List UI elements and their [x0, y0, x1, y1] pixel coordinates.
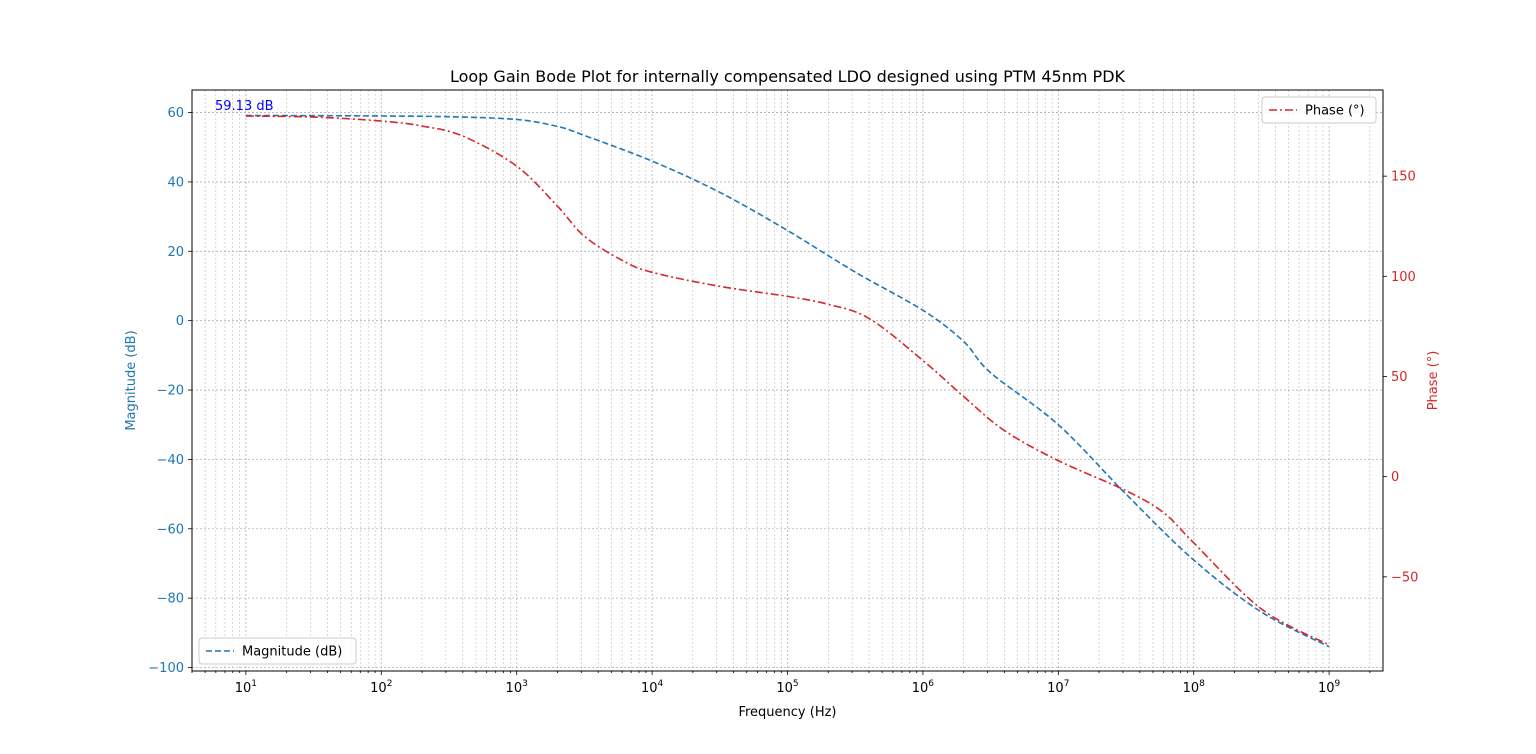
- y-left-tick-label: 0: [176, 314, 184, 329]
- legend-box: [198, 637, 357, 665]
- y-left-tick-label: 20: [167, 245, 184, 260]
- x-axis-label: Frequency (Hz): [738, 705, 836, 720]
- x-tick-label: 102: [370, 679, 392, 696]
- x-tick-label: 108: [1183, 679, 1206, 696]
- x-tick-label: 109: [1318, 679, 1341, 696]
- y-left-tick-label: −100: [148, 661, 184, 676]
- legend-box: [1261, 96, 1377, 124]
- axis-ticks: 101 102 103 104 105 106 107 108 109 −100 −80 −60 −40…: [148, 106, 1418, 696]
- data-series: [245, 114, 1330, 648]
- x-tick-label: 104: [641, 679, 664, 696]
- y-left-tick-label: 60: [167, 106, 184, 121]
- x-tick-label: 107: [1047, 679, 1069, 696]
- legend-magnitude: Magnitude (dB): [198, 637, 357, 665]
- y-right-tick-label: 100: [1391, 270, 1416, 285]
- legend-label: Magnitude (dB): [242, 645, 342, 660]
- y-right-axis-label: Phase (°): [1426, 351, 1441, 411]
- y-left-tick-label: −80: [157, 592, 184, 607]
- x-tick-label: 106: [912, 679, 935, 696]
- y-left-tick-label: 40: [167, 175, 184, 190]
- y-right-tick-label: 150: [1391, 170, 1416, 185]
- chart-title: Loop Gain Bode Plot for internally compe…: [450, 67, 1126, 86]
- y-right-tick-label: 0: [1391, 470, 1399, 485]
- y-left-tick-label: −20: [157, 384, 184, 399]
- phase-series-line: [245, 115, 1330, 646]
- grid-lines: [191, 90, 1383, 671]
- y-right-tick-label: 50: [1391, 370, 1408, 385]
- x-tick-label: 101: [235, 679, 257, 696]
- x-tick-label: 105: [776, 679, 798, 696]
- legend-phase: Phase (°): [1261, 96, 1377, 124]
- y-right-tick-label: −50: [1391, 570, 1418, 585]
- y-left-tick-label: −60: [157, 522, 184, 537]
- legend-label: Phase (°): [1305, 104, 1365, 119]
- magnitude-series-line: [245, 114, 1330, 648]
- y-left-axis-label: Magnitude (dB): [124, 330, 139, 430]
- y-left-tick-label: −40: [157, 453, 184, 468]
- peak-gain-annotation: 59.13 dB: [215, 99, 274, 114]
- x-tick-label: 103: [506, 679, 528, 696]
